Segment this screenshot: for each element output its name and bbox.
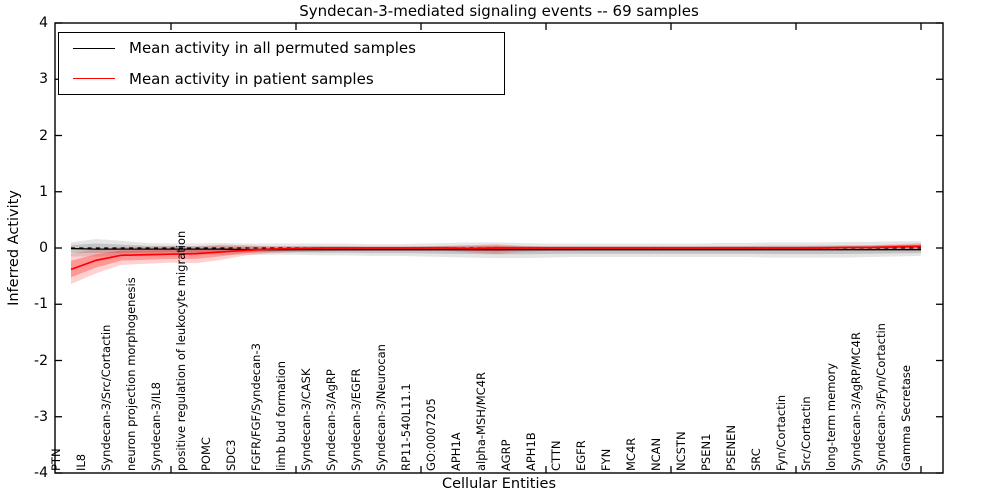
x-category-label: long-term memory	[824, 363, 838, 471]
y-tick-label: 4	[39, 15, 48, 31]
x-category-label: SRC	[749, 448, 763, 471]
permuted-band-inner	[71, 243, 921, 255]
y-tick-label: -2	[34, 352, 48, 369]
x-category-label: Syndecan-3/IL8	[149, 382, 163, 471]
x-category-label: neuron projection morphogenesis	[124, 277, 138, 471]
x-category-label: Syndecan-3/AgRP	[324, 369, 338, 471]
x-category-label: PTN	[49, 448, 63, 471]
y-tick-label: -4	[34, 465, 48, 481]
y-tick-label: -1	[34, 296, 48, 313]
x-category-label: Syndecan-3/Neurocan	[374, 344, 388, 471]
y-tick-label: 3	[39, 71, 48, 88]
legend-item-permuted: Mean activity in all permuted samples	[59, 34, 504, 62]
x-category-label: CTTN	[549, 440, 563, 471]
x-category-label: alpha-MSH/MC4R	[474, 371, 488, 471]
y-axis-title: Inferred Activity	[6, 190, 22, 306]
y-tick-label: -3	[34, 408, 48, 425]
x-category-label: IL8	[74, 453, 88, 471]
x-category-label: Gamma Secretase	[899, 365, 913, 471]
x-category-label: SDC3	[224, 439, 238, 471]
plot-border	[54, 22, 944, 474]
series-lines	[70, 245, 922, 271]
legend-label: Mean activity in all permuted samples	[129, 39, 416, 58]
x-category-label: APH1B	[524, 432, 538, 471]
x-category-label: GO:0007205	[424, 398, 438, 471]
legend-item-patient: Mean activity in patient samples	[59, 65, 504, 93]
y-tick-label: 1	[39, 183, 48, 200]
permuted-mean-line	[70, 247, 921, 251]
x-category-label: FYN	[599, 448, 613, 471]
x-category-label: NCAN	[649, 437, 663, 471]
legend-line-sample-black	[73, 47, 115, 49]
x-category-label: Src/Cortactin	[799, 396, 813, 471]
legend-label: Mean activity in patient samples	[129, 69, 374, 88]
x-category-label: Syndecan-3/AgRP/MC4R	[849, 332, 863, 471]
x-category-label: MC4R	[624, 437, 638, 471]
legend-line-sample-red	[73, 78, 115, 80]
x-category-label: Syndecan-3/CASK	[299, 368, 313, 471]
x-category-label: RP11-540L11.1	[399, 383, 413, 471]
x-category-label: APH1A	[449, 432, 463, 471]
x-category-label: Syndecan-3/EGFR	[349, 368, 363, 471]
x-axis-title: Cellular Entities	[441, 476, 557, 492]
x-category-label: PSENEN	[724, 425, 738, 471]
x-category-label: AGRP	[499, 439, 513, 471]
x-category-label: Syndecan-3/Src/Cortactin	[99, 324, 113, 471]
x-category-label: EGFR	[574, 440, 588, 471]
y-tick-label: 0	[39, 240, 48, 256]
legend: Mean activity in all permuted samples Me…	[58, 32, 505, 95]
y-tick-label: 2	[39, 127, 48, 144]
x-category-label: positive regulation of leukocyte migrati…	[174, 230, 188, 471]
x-category-label: POMC	[199, 437, 213, 471]
x-category-label: Fyn/Cortactin	[774, 394, 788, 471]
confidence-bands	[71, 239, 921, 284]
x-category-label: NCSTN	[674, 431, 688, 471]
patient-mean-line	[70, 245, 922, 271]
chart-title: Syndecan-3-mediated signaling events -- …	[299, 2, 699, 20]
x-category-label: limb bud formation	[274, 361, 288, 471]
x-category-label: FGFR/FGF/Syndecan-3	[249, 343, 263, 471]
x-category-label: PSEN1	[699, 433, 713, 471]
x-category-label: Syndecan-3/Fyn/Cortactin	[874, 323, 888, 471]
